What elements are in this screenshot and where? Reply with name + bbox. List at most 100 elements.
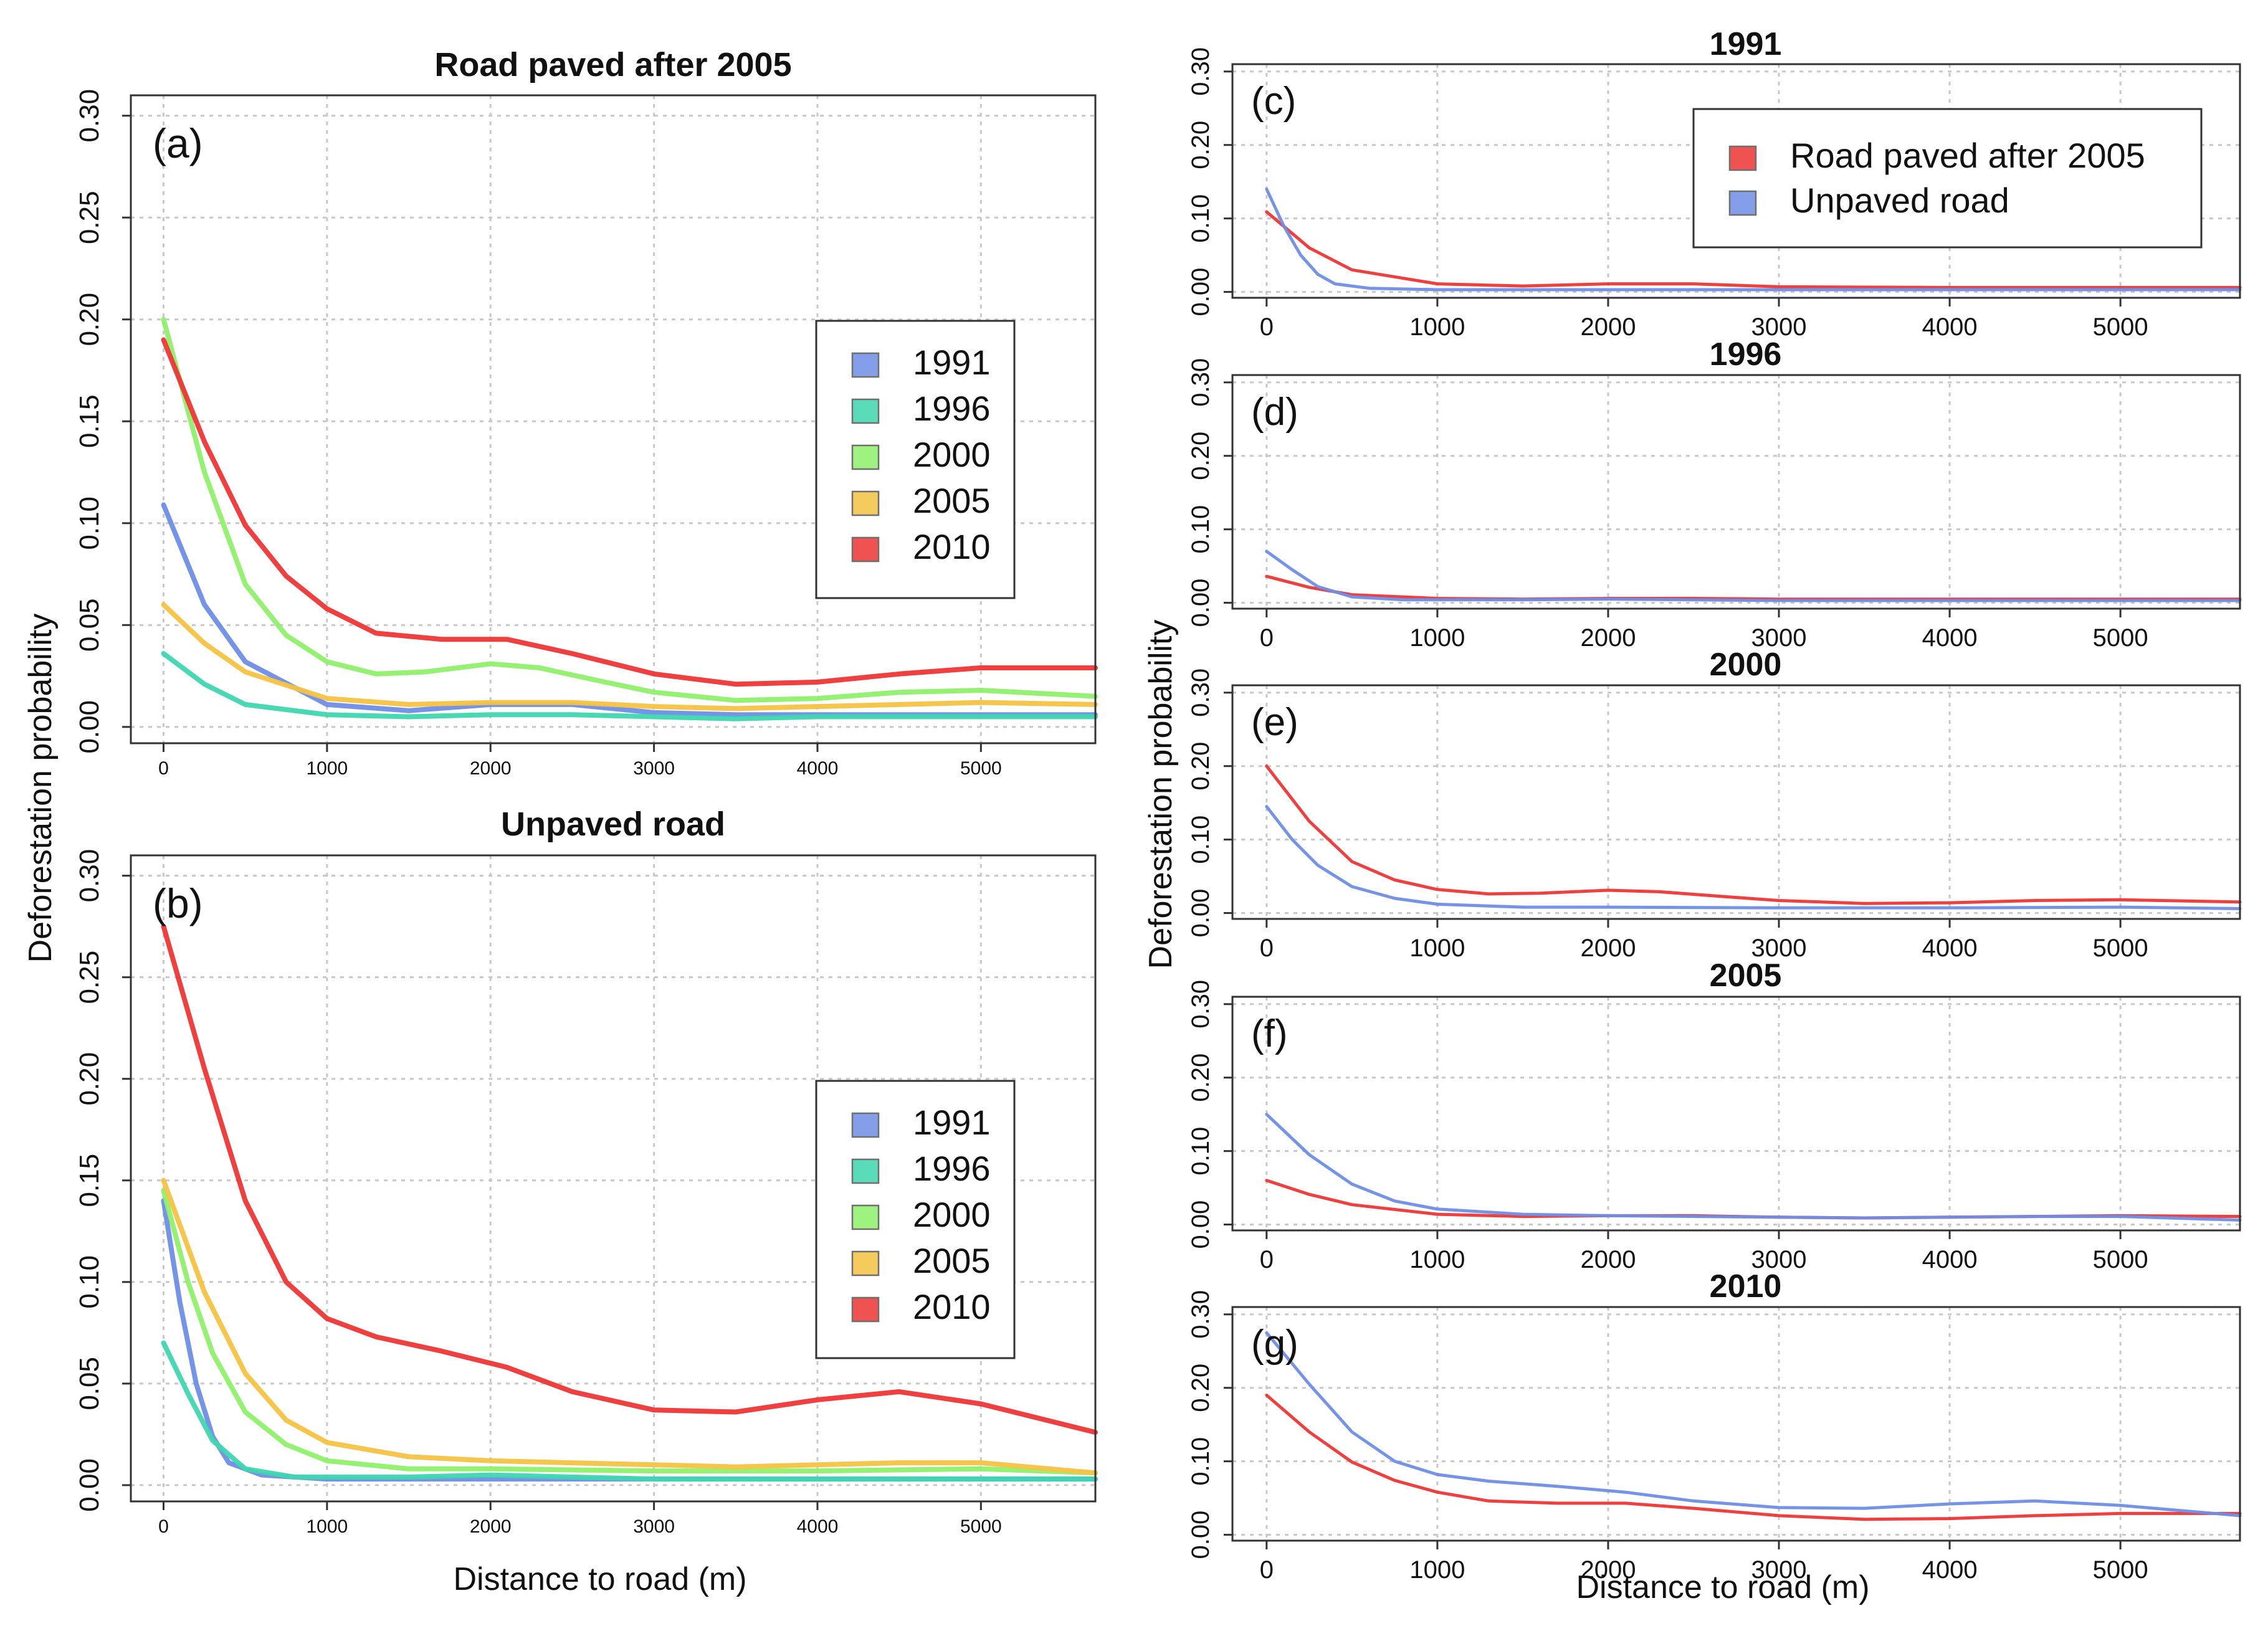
y-tick-label: 0.30 bbox=[1187, 47, 1214, 96]
x-tick-label: 0 bbox=[158, 758, 169, 779]
x-tick-label: 3000 bbox=[633, 758, 675, 779]
chart-title: 2010 bbox=[1710, 1268, 1782, 1305]
series-line-2010 bbox=[161, 337, 1098, 687]
y-tick-label: 0.10 bbox=[1187, 1437, 1214, 1486]
x-tick-label: 2000 bbox=[1580, 313, 1636, 341]
x-tick-label: 4000 bbox=[797, 1516, 839, 1537]
x-tick-label: 4000 bbox=[1922, 624, 1978, 652]
legend-swatch bbox=[851, 1204, 880, 1230]
chart-title: Unpaved road bbox=[501, 806, 725, 843]
chart-panel-d: 0 1000 2000 3000 4000 5000 0.00 0.10 0.20 0.30 199… bbox=[1187, 336, 2242, 652]
chart-title: 2000 bbox=[1710, 647, 1782, 683]
plot-frame bbox=[130, 854, 1097, 1503]
x-tick-label: 3000 bbox=[1751, 624, 1807, 652]
y-tick-label: 0.15 bbox=[74, 394, 105, 448]
chart-title: 1996 bbox=[1710, 336, 1782, 373]
x-tick-label: 4000 bbox=[1922, 1246, 1978, 1273]
y-tick-label: 0.10 bbox=[1187, 1127, 1214, 1176]
y-tick-label: 0.30 bbox=[74, 849, 105, 903]
legend-swatch bbox=[1728, 145, 1757, 171]
legend-swatch bbox=[851, 1112, 880, 1138]
x-tick-label: 1000 bbox=[1409, 1246, 1465, 1273]
y-tick-label: 0.10 bbox=[1187, 505, 1214, 554]
y-tick-label: 0.20 bbox=[1187, 432, 1214, 480]
chart-title: Road paved after 2005 bbox=[434, 46, 791, 83]
x-tick-label: 1000 bbox=[1409, 624, 1465, 652]
legend-swatch bbox=[851, 398, 880, 424]
legend-label: Unpaved road bbox=[1790, 181, 2009, 220]
x-tick-label: 2000 bbox=[1580, 1246, 1636, 1273]
chart-panel-f: 0 1000 2000 3000 4000 5000 0.00 0.10 0.20 0.30 200… bbox=[1187, 958, 2242, 1273]
legend-box bbox=[1692, 108, 2203, 249]
y-tick-label: 0.00 bbox=[1187, 268, 1214, 316]
x-tick-label: 1000 bbox=[1409, 313, 1465, 341]
legend-swatch bbox=[851, 536, 880, 563]
x-tick-label: 0 bbox=[158, 1516, 169, 1537]
panel-label: (f) bbox=[1251, 1012, 1288, 1055]
y-tick-label: 0.30 bbox=[1187, 980, 1214, 1029]
x-tick-label: 5000 bbox=[2093, 1556, 2148, 1584]
legend-label: Road paved after 2005 bbox=[1790, 136, 2145, 175]
x-tick-label: 5000 bbox=[2093, 624, 2148, 652]
y-tick-label: 0.10 bbox=[1187, 194, 1214, 243]
chart-panel-e: 0 1000 2000 3000 4000 5000 0.00 0.10 0.20 0.30 200… bbox=[1187, 647, 2242, 962]
panel-label: (d) bbox=[1251, 391, 1298, 434]
x-tick-label: 4000 bbox=[1922, 934, 1978, 962]
x-tick-label: 0 bbox=[1260, 313, 1274, 341]
x-tick-label: 2000 bbox=[470, 1516, 512, 1537]
x-tick-label: 4000 bbox=[1922, 313, 1978, 341]
series-line-road-paved-after-2005 bbox=[1265, 210, 2242, 289]
y-tick-label: 0.20 bbox=[74, 1052, 105, 1106]
legend-label: 1991 bbox=[913, 343, 991, 382]
legend-label: 1996 bbox=[913, 1149, 991, 1188]
left-x-axis-label: Distance to road (m) bbox=[453, 1561, 746, 1597]
legend-label: 2000 bbox=[913, 435, 991, 474]
y-tick-label: 0.20 bbox=[74, 293, 105, 346]
x-tick-label: 0 bbox=[1260, 934, 1274, 962]
y-tick-label: 0.00 bbox=[1187, 1511, 1214, 1559]
y-tick-label: 0.00 bbox=[74, 700, 105, 754]
y-tick-label: 0.10 bbox=[74, 497, 105, 550]
series-line-unpaved-road bbox=[1265, 188, 2242, 292]
chart-title: 2005 bbox=[1710, 958, 1782, 994]
chart-panel-b: 0 1000 2000 3000 4000 5000 0.00 0.05 0.10 0.15 0.2… bbox=[74, 806, 1098, 1537]
chart-title: 1991 bbox=[1710, 26, 1782, 62]
series-line-road-paved-after-2005 bbox=[1265, 764, 2242, 905]
legend-label: 1996 bbox=[913, 389, 991, 428]
series-line-1996 bbox=[161, 1340, 1098, 1482]
x-tick-label: 3000 bbox=[1751, 313, 1807, 341]
x-tick-label: 1000 bbox=[1409, 934, 1465, 962]
chart-panel-a: 0 1000 2000 3000 4000 5000 0.00 0.05 0.10 0.15 0.2… bbox=[74, 46, 1098, 779]
series-line-2000 bbox=[161, 316, 1098, 703]
legend-swatch bbox=[851, 352, 880, 378]
series-line-2010 bbox=[161, 924, 1098, 1435]
x-tick-label: 0 bbox=[1260, 1246, 1274, 1273]
legend-label: 2005 bbox=[913, 481, 991, 520]
x-tick-label: 2000 bbox=[1580, 934, 1636, 962]
y-tick-label: 0.10 bbox=[1187, 815, 1214, 864]
x-tick-label: 3000 bbox=[1751, 1556, 1807, 1584]
series-line-road-paved-after-2005 bbox=[1265, 574, 2242, 601]
legend-box bbox=[815, 320, 1016, 599]
chart-panel-g: 0 1000 2000 3000 4000 5000 0.00 0.10 0.20 0.30 201… bbox=[1187, 1268, 2242, 1584]
plot-frame bbox=[1231, 374, 2241, 610]
series-line-2005 bbox=[161, 1177, 1098, 1476]
x-tick-label: 2000 bbox=[1580, 1556, 1636, 1584]
series-line-2005 bbox=[161, 602, 1098, 711]
y-tick-label: 0.20 bbox=[1187, 742, 1214, 791]
x-tick-label: 1000 bbox=[306, 1516, 348, 1537]
legend-label: 2005 bbox=[913, 1241, 991, 1280]
chart-panel-c: 0 1000 2000 3000 4000 5000 0.00 0.10 0.20 0.30 199… bbox=[1187, 26, 2242, 341]
x-tick-label: 3000 bbox=[1751, 1246, 1807, 1273]
series-line-2000 bbox=[161, 1188, 1098, 1476]
y-tick-label: 0.25 bbox=[74, 951, 105, 1004]
x-tick-label: 5000 bbox=[2093, 934, 2148, 962]
legend-swatch bbox=[851, 444, 880, 470]
series-line-unpaved-road bbox=[1265, 1113, 2242, 1222]
panel-label: (a) bbox=[153, 120, 203, 166]
legend-swatch bbox=[851, 1250, 880, 1277]
plot-frame bbox=[1231, 1306, 2241, 1542]
right-x-axis-label: Distance to road (m) bbox=[1576, 1569, 1869, 1605]
legend-box bbox=[815, 1080, 1016, 1359]
